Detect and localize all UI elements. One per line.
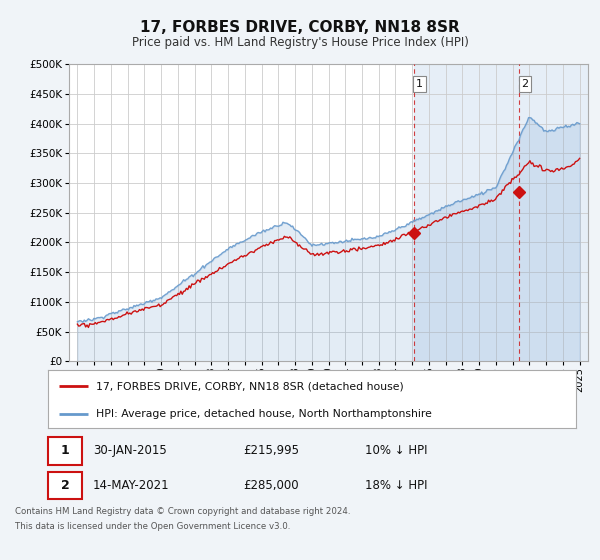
Text: 17, FORBES DRIVE, CORBY, NN18 8SR (detached house): 17, FORBES DRIVE, CORBY, NN18 8SR (detac… <box>95 381 403 391</box>
Text: 1: 1 <box>416 79 423 89</box>
FancyBboxPatch shape <box>48 472 82 499</box>
Text: This data is licensed under the Open Government Licence v3.0.: This data is licensed under the Open Gov… <box>15 522 290 531</box>
Text: 14-MAY-2021: 14-MAY-2021 <box>93 479 170 492</box>
Text: Price paid vs. HM Land Registry's House Price Index (HPI): Price paid vs. HM Land Registry's House … <box>131 36 469 49</box>
Text: 1: 1 <box>61 445 70 458</box>
Text: £215,995: £215,995 <box>244 445 299 458</box>
Text: HPI: Average price, detached house, North Northamptonshire: HPI: Average price, detached house, Nort… <box>95 409 431 419</box>
Bar <box>413 64 600 361</box>
Text: £285,000: £285,000 <box>244 479 299 492</box>
Text: 2: 2 <box>521 79 529 89</box>
Text: Contains HM Land Registry data © Crown copyright and database right 2024.: Contains HM Land Registry data © Crown c… <box>15 507 350 516</box>
Text: 2: 2 <box>61 479 70 492</box>
Text: 17, FORBES DRIVE, CORBY, NN18 8SR: 17, FORBES DRIVE, CORBY, NN18 8SR <box>140 20 460 35</box>
FancyBboxPatch shape <box>48 437 82 465</box>
Text: 18% ↓ HPI: 18% ↓ HPI <box>365 479 427 492</box>
Text: 30-JAN-2015: 30-JAN-2015 <box>93 445 167 458</box>
Text: 10% ↓ HPI: 10% ↓ HPI <box>365 445 427 458</box>
